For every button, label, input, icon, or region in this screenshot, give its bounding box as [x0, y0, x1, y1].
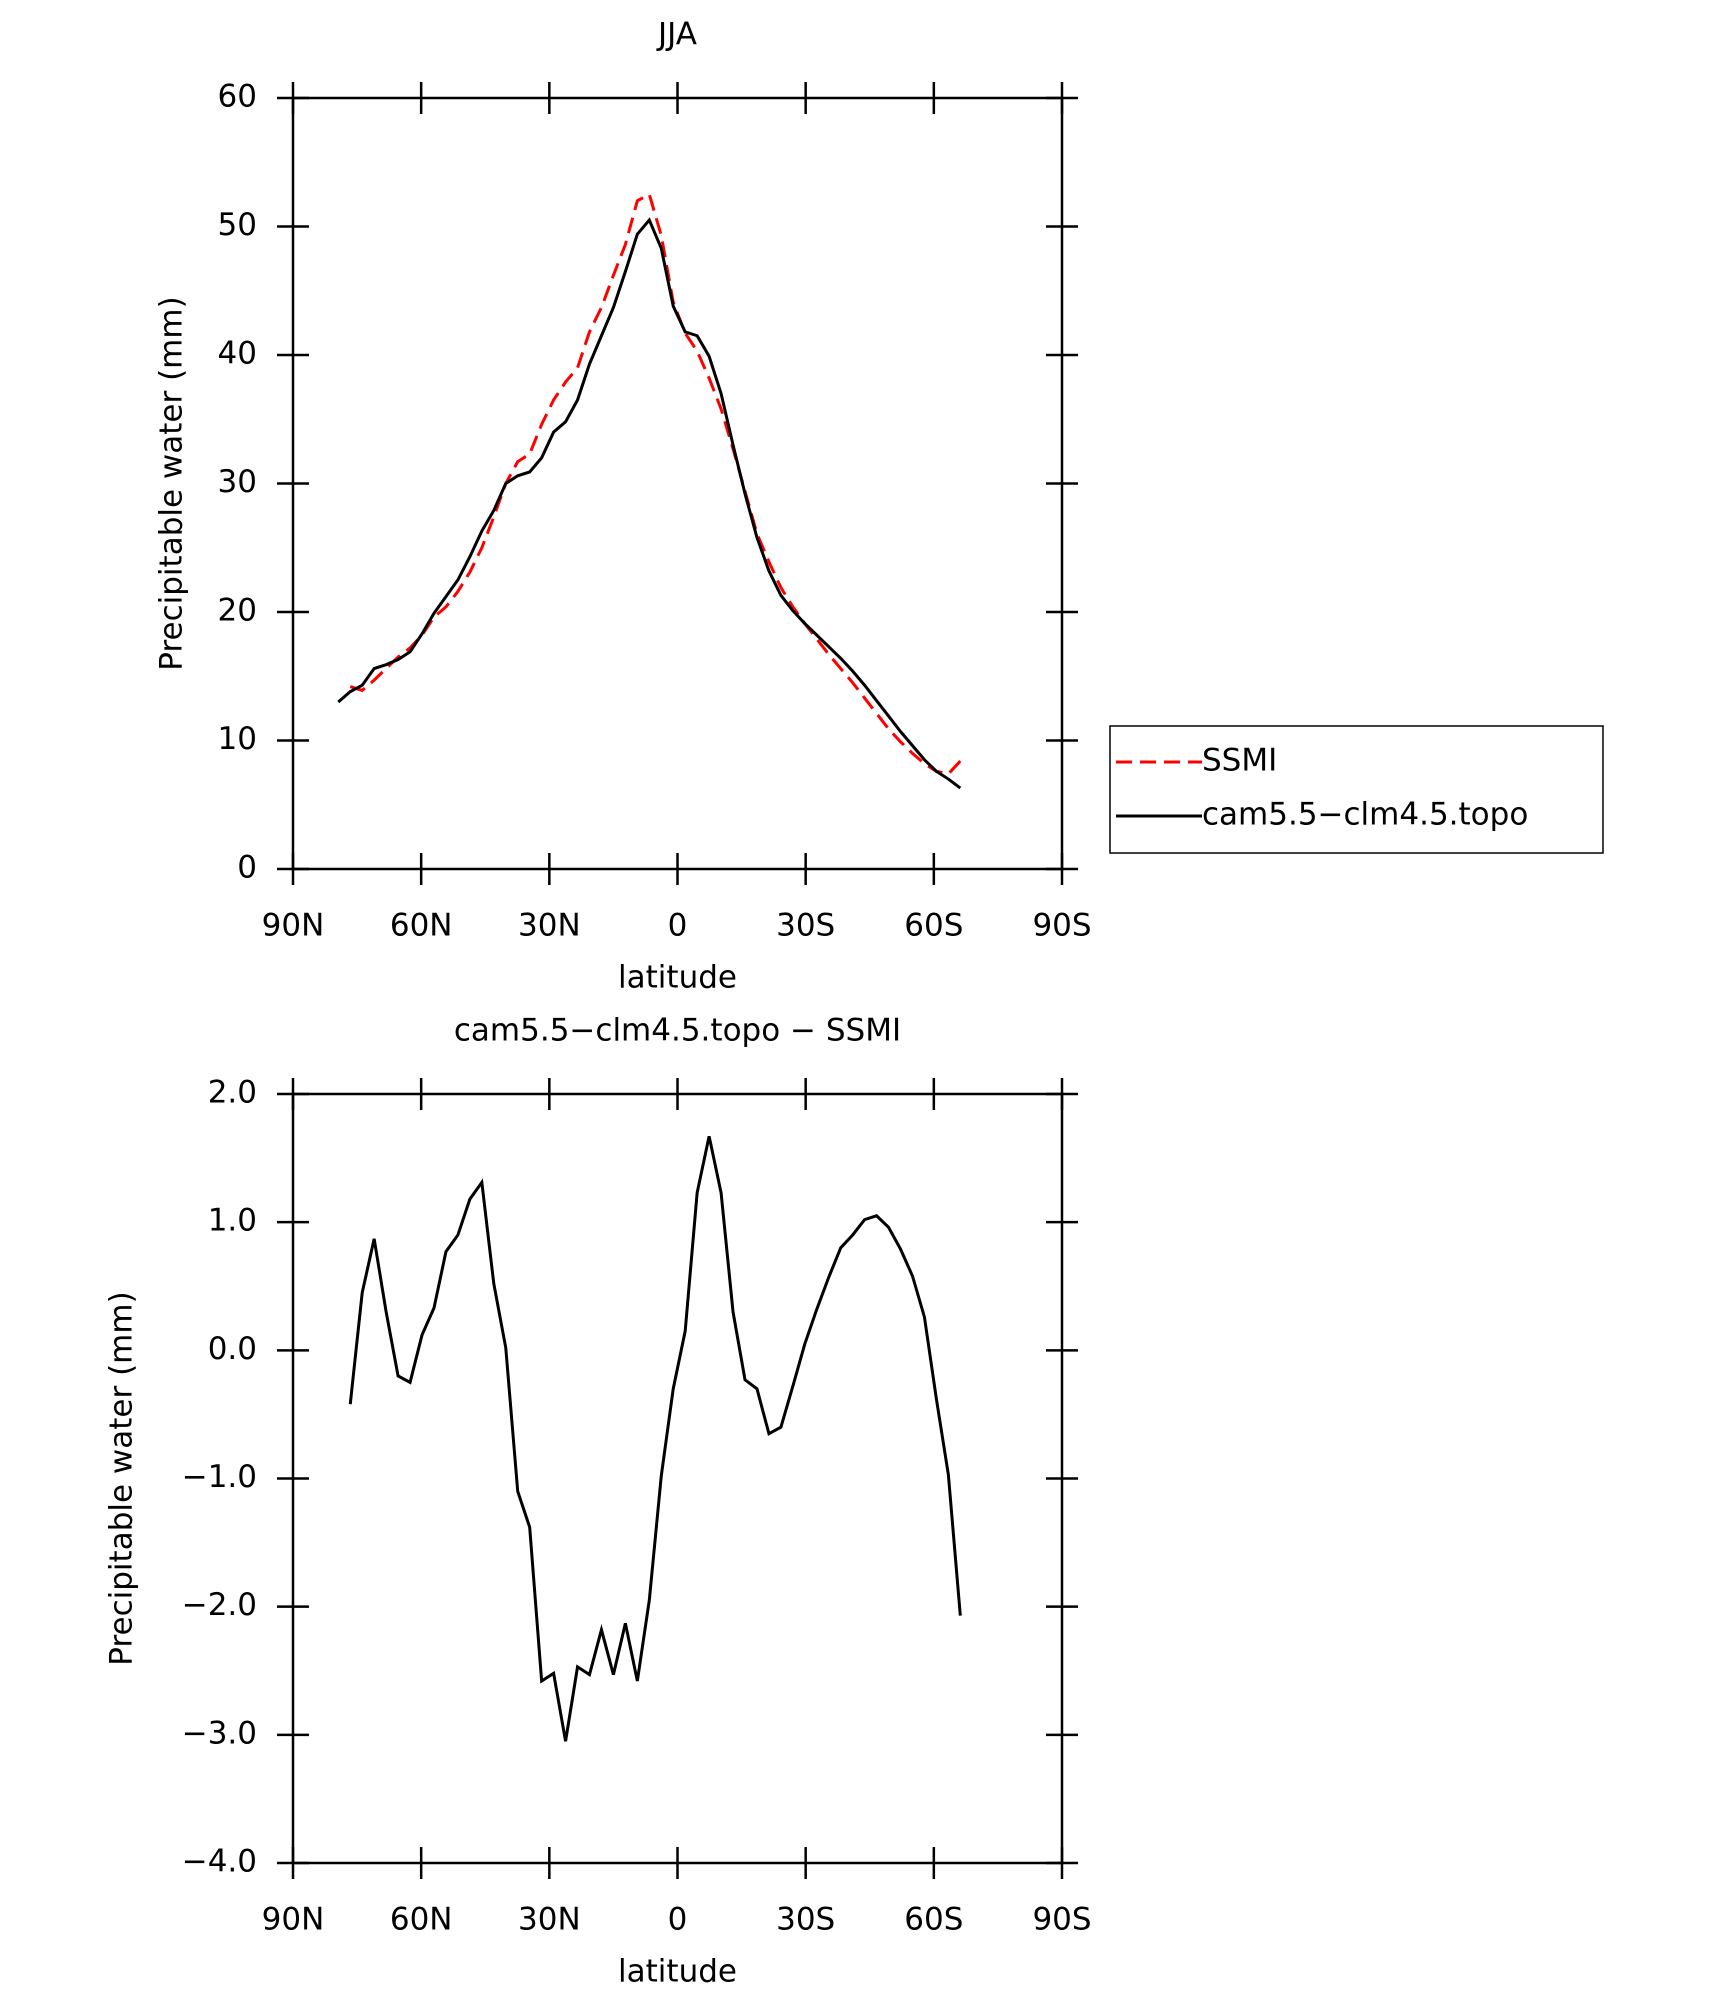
plot-frame: [291, 1092, 1064, 1865]
x-tick-label: 60N: [390, 1902, 453, 1938]
plot-frame: [291, 96, 1064, 871]
x-tick-label: 90S: [1032, 908, 1091, 944]
data-line: [348, 1135, 962, 1742]
x-tick-label: 30S: [776, 1902, 835, 1938]
x-tick-label: 60N: [390, 908, 453, 944]
chart-title: cam5.5−clm4.5.topo − SSMI: [454, 1013, 901, 1049]
data-line: [337, 217, 962, 790]
y-tick-label: 20: [218, 593, 257, 629]
plot: JJA latitude Precipitable water (mm) 0 10 20 3…: [154, 17, 1604, 996]
x-tick-label: 30N: [518, 908, 581, 944]
y-tick-label: 30: [218, 464, 257, 500]
legend-label: cam5.5−clm4.5.topo: [1202, 797, 1528, 833]
y-axis-label: Precipitable water (mm): [154, 296, 190, 670]
y-tick-label: 40: [218, 336, 257, 372]
x-tick-label: 90N: [262, 908, 325, 944]
x-tick-label: 0: [668, 1902, 688, 1938]
x-axis-label: latitude: [618, 960, 737, 996]
legend-frame: [1109, 725, 1604, 854]
y-tick-label: −4.0: [182, 1844, 257, 1880]
y-tick-label: 50: [218, 207, 257, 243]
x-axis-label: latitude: [618, 1954, 737, 1990]
x-tick-label: 90S: [1032, 1902, 1091, 1938]
y-tick-label: −3.0: [182, 1715, 257, 1751]
y-tick-label: 0.0: [208, 1331, 257, 1367]
plot: cam5.5−clm4.5.topo − SSMI latitude Precipi…: [104, 1013, 1092, 1990]
y-tick-label: −2.0: [182, 1587, 257, 1623]
y-axis-label: Precipitable water (mm): [104, 1291, 140, 1665]
x-tick-label: 0: [668, 908, 688, 944]
legend-label: SSMI: [1202, 743, 1277, 779]
chart-title: JJA: [656, 17, 697, 53]
x-tick-label: 30N: [518, 1902, 581, 1938]
data-line: [349, 192, 962, 776]
y-tick-label: 2.0: [208, 1075, 257, 1111]
y-tick-label: −1.0: [182, 1459, 257, 1495]
x-tick-label: 30S: [776, 908, 835, 944]
y-tick-label: 10: [218, 721, 257, 757]
y-tick-label: 60: [218, 79, 257, 115]
x-tick-label: 60S: [904, 908, 963, 944]
x-tick-label: 60S: [904, 1902, 963, 1938]
y-tick-label: 1.0: [208, 1203, 257, 1239]
x-tick-label: 90N: [262, 1902, 325, 1938]
y-tick-label: 0: [237, 850, 257, 886]
